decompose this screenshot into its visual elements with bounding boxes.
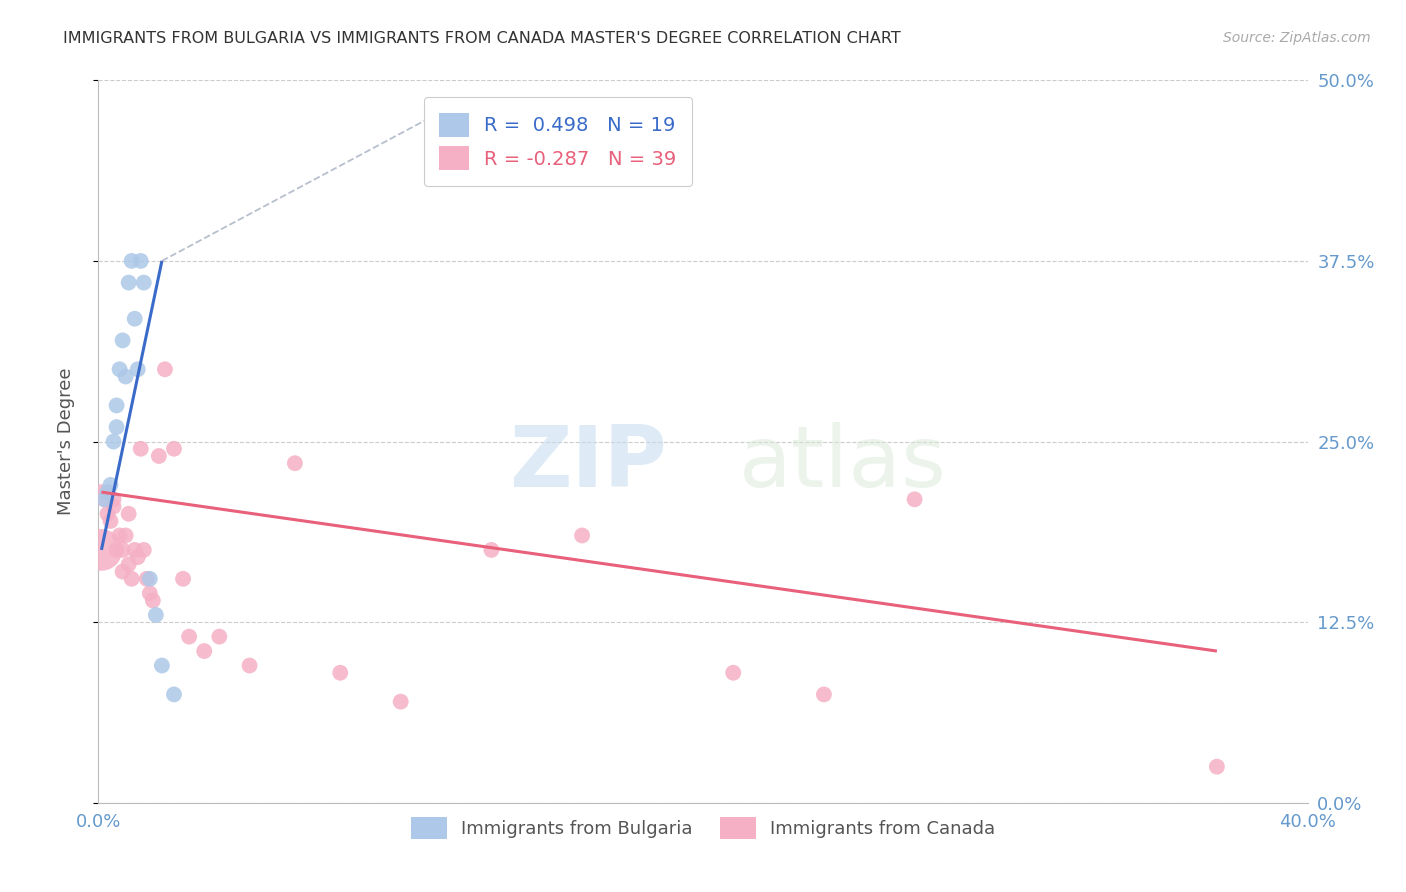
Point: [179, 630, 201, 644]
Text: IMMIGRANTS FROM BULGARIA VS IMMIGRANTS FROM CANADA MASTER'S DEGREE CORRELATION C: IMMIGRANTS FROM BULGARIA VS IMMIGRANTS F…: [63, 31, 901, 46]
Point: [103, 500, 125, 514]
Point: [121, 253, 143, 268]
Point: [103, 434, 125, 449]
Point: [813, 687, 835, 701]
Point: [481, 542, 503, 557]
Point: [142, 593, 165, 607]
Point: [108, 362, 131, 376]
Point: [904, 492, 927, 507]
Point: [145, 607, 167, 622]
Point: [153, 362, 176, 376]
Point: [139, 586, 162, 600]
Point: [389, 695, 412, 709]
Point: [129, 253, 152, 268]
Point: [163, 442, 186, 456]
Point: [150, 658, 173, 673]
Point: [105, 398, 128, 412]
Point: [135, 572, 157, 586]
Point: [103, 492, 125, 507]
Point: [124, 542, 146, 557]
Point: [329, 665, 352, 680]
Point: [118, 558, 141, 572]
Point: [1206, 760, 1229, 774]
Point: [172, 572, 194, 586]
Point: [100, 514, 122, 528]
Point: [93, 492, 115, 507]
Point: [105, 542, 128, 557]
Point: [111, 334, 134, 348]
Point: [118, 276, 141, 290]
Point: [124, 311, 146, 326]
Point: [163, 687, 186, 701]
Point: [118, 507, 141, 521]
Point: [723, 665, 745, 680]
Text: ZIP: ZIP: [509, 422, 666, 505]
Text: atlas: atlas: [740, 422, 948, 505]
Point: [193, 644, 215, 658]
Point: [121, 572, 143, 586]
Point: [284, 456, 307, 470]
Point: [132, 276, 155, 290]
Point: [127, 362, 149, 376]
Point: [96, 507, 118, 521]
Point: [90, 485, 112, 500]
Point: [129, 442, 152, 456]
Point: [96, 485, 118, 500]
Point: [239, 658, 262, 673]
Point: [90, 542, 112, 557]
Point: [96, 485, 118, 500]
Point: [208, 630, 231, 644]
Point: [111, 565, 134, 579]
Text: Source: ZipAtlas.com: Source: ZipAtlas.com: [1223, 31, 1371, 45]
Point: [139, 572, 162, 586]
Point: [148, 449, 170, 463]
Point: [100, 478, 122, 492]
Point: [132, 542, 155, 557]
Point: [114, 528, 136, 542]
Point: [93, 492, 115, 507]
Point: [108, 528, 131, 542]
Point: [111, 542, 134, 557]
Point: [571, 528, 593, 542]
Point: [127, 550, 149, 565]
Legend: Immigrants from Bulgaria, Immigrants from Canada: Immigrants from Bulgaria, Immigrants fro…: [402, 808, 1004, 848]
Y-axis label: Master's Degree: Master's Degree: [56, 368, 75, 516]
Point: [114, 369, 136, 384]
Point: [105, 420, 128, 434]
